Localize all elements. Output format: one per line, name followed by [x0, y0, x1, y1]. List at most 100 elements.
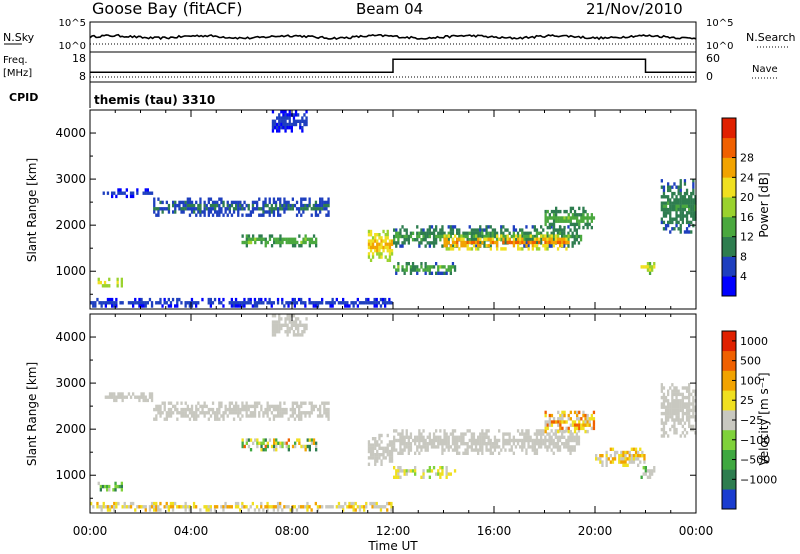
power-colorbar-swatch	[722, 177, 736, 198]
cpid-text: themis (tau) 3310	[94, 93, 215, 107]
power-cell	[673, 182, 676, 186]
power-cell	[308, 200, 311, 205]
power-cell	[527, 234, 530, 239]
power-cell	[542, 234, 545, 238]
velocity-cell	[414, 466, 417, 470]
velocity-cell	[447, 445, 450, 449]
velocity-cell	[540, 432, 543, 436]
power-cell	[673, 198, 676, 202]
power-cell	[692, 204, 695, 209]
power-cell	[527, 231, 530, 235]
velocity-cell	[386, 508, 389, 512]
velocity-cell	[681, 392, 684, 397]
power-cell	[679, 201, 682, 205]
velocity-cell	[531, 438, 534, 443]
velocity-cell	[535, 435, 539, 439]
velocity-cell	[363, 505, 366, 509]
power-cell	[447, 265, 450, 269]
velocity-cell	[253, 401, 257, 405]
power-cell	[466, 234, 469, 239]
power-cell	[369, 233, 373, 237]
power-cell	[407, 241, 410, 245]
velocity-cell	[224, 411, 227, 415]
power-cell	[284, 110, 287, 114]
velocity-cell	[150, 395, 154, 399]
velocity-cell	[274, 414, 278, 418]
velocity-cell	[403, 448, 406, 452]
power-cell	[256, 237, 259, 241]
power-cell	[374, 245, 377, 250]
power-cell	[483, 234, 486, 239]
velocity-cell	[300, 411, 303, 415]
power-cell	[669, 217, 672, 221]
velocity-cell	[407, 435, 410, 439]
power-cell	[203, 210, 206, 214]
power-cell	[405, 238, 408, 242]
power-cell	[563, 216, 566, 220]
power-cell	[180, 200, 183, 205]
velocity-cell	[401, 442, 404, 446]
power-cell	[268, 237, 272, 241]
power-colorbar-tick-label: 24	[740, 171, 754, 184]
velocity-colorbar-tick-label: −1000	[740, 473, 777, 486]
power-cell	[283, 237, 286, 241]
velocity-cell	[554, 429, 557, 433]
velocity-cell	[512, 451, 515, 455]
power-cell	[303, 122, 306, 127]
power-cell	[165, 207, 168, 211]
velocity-cell	[477, 442, 480, 446]
velocity-cell	[514, 445, 518, 449]
velocity-cell	[163, 404, 166, 409]
velocity-cell	[397, 472, 400, 476]
power-cell	[430, 225, 434, 229]
velocity-cell	[550, 435, 553, 439]
velocity-cell	[620, 454, 623, 458]
velocity-cell	[304, 401, 307, 405]
velocity-cell	[203, 401, 206, 405]
power-cell	[487, 231, 490, 235]
power-cell	[281, 297, 284, 302]
power-cell	[235, 203, 238, 208]
velocity-cell	[487, 448, 490, 452]
power-cell	[174, 210, 177, 214]
velocity-cell	[321, 505, 324, 509]
power-cell	[479, 244, 482, 248]
power-cell	[648, 271, 652, 275]
power-cell	[176, 304, 179, 308]
velocity-cell	[563, 429, 566, 434]
power-cell	[481, 231, 484, 235]
velocity-cell	[456, 445, 459, 449]
velocity-cell	[428, 469, 431, 473]
velocity-cell	[502, 442, 505, 446]
velocity-cell	[435, 445, 438, 449]
power-cell	[216, 213, 219, 217]
velocity-cell	[260, 448, 263, 452]
velocity-cell	[677, 421, 680, 425]
velocity-cell	[390, 501, 393, 506]
velocity-cell	[380, 462, 383, 466]
power-cell	[260, 207, 263, 211]
velocity-cell	[306, 438, 309, 442]
power-cell	[241, 304, 244, 308]
power-cell	[646, 265, 650, 269]
velocity-cell	[675, 431, 678, 435]
velocity-cell	[157, 407, 160, 412]
power-cell	[664, 195, 668, 199]
velocity-cell	[218, 404, 221, 409]
velocity-cell	[245, 404, 248, 409]
power-cell	[548, 225, 551, 230]
power-cell	[97, 277, 100, 282]
velocity-cell	[241, 501, 244, 506]
velocity-cell	[561, 410, 564, 415]
power-cell	[350, 301, 353, 305]
power-cell	[546, 219, 549, 223]
velocity-cell	[622, 454, 625, 458]
power-cell	[273, 119, 277, 123]
velocity-cell	[209, 414, 213, 418]
power-cell	[376, 245, 379, 250]
power-cell	[182, 200, 185, 205]
power-cell	[287, 304, 290, 308]
power-cell	[692, 207, 695, 212]
power-cell	[262, 210, 265, 214]
power-cell	[167, 210, 171, 214]
